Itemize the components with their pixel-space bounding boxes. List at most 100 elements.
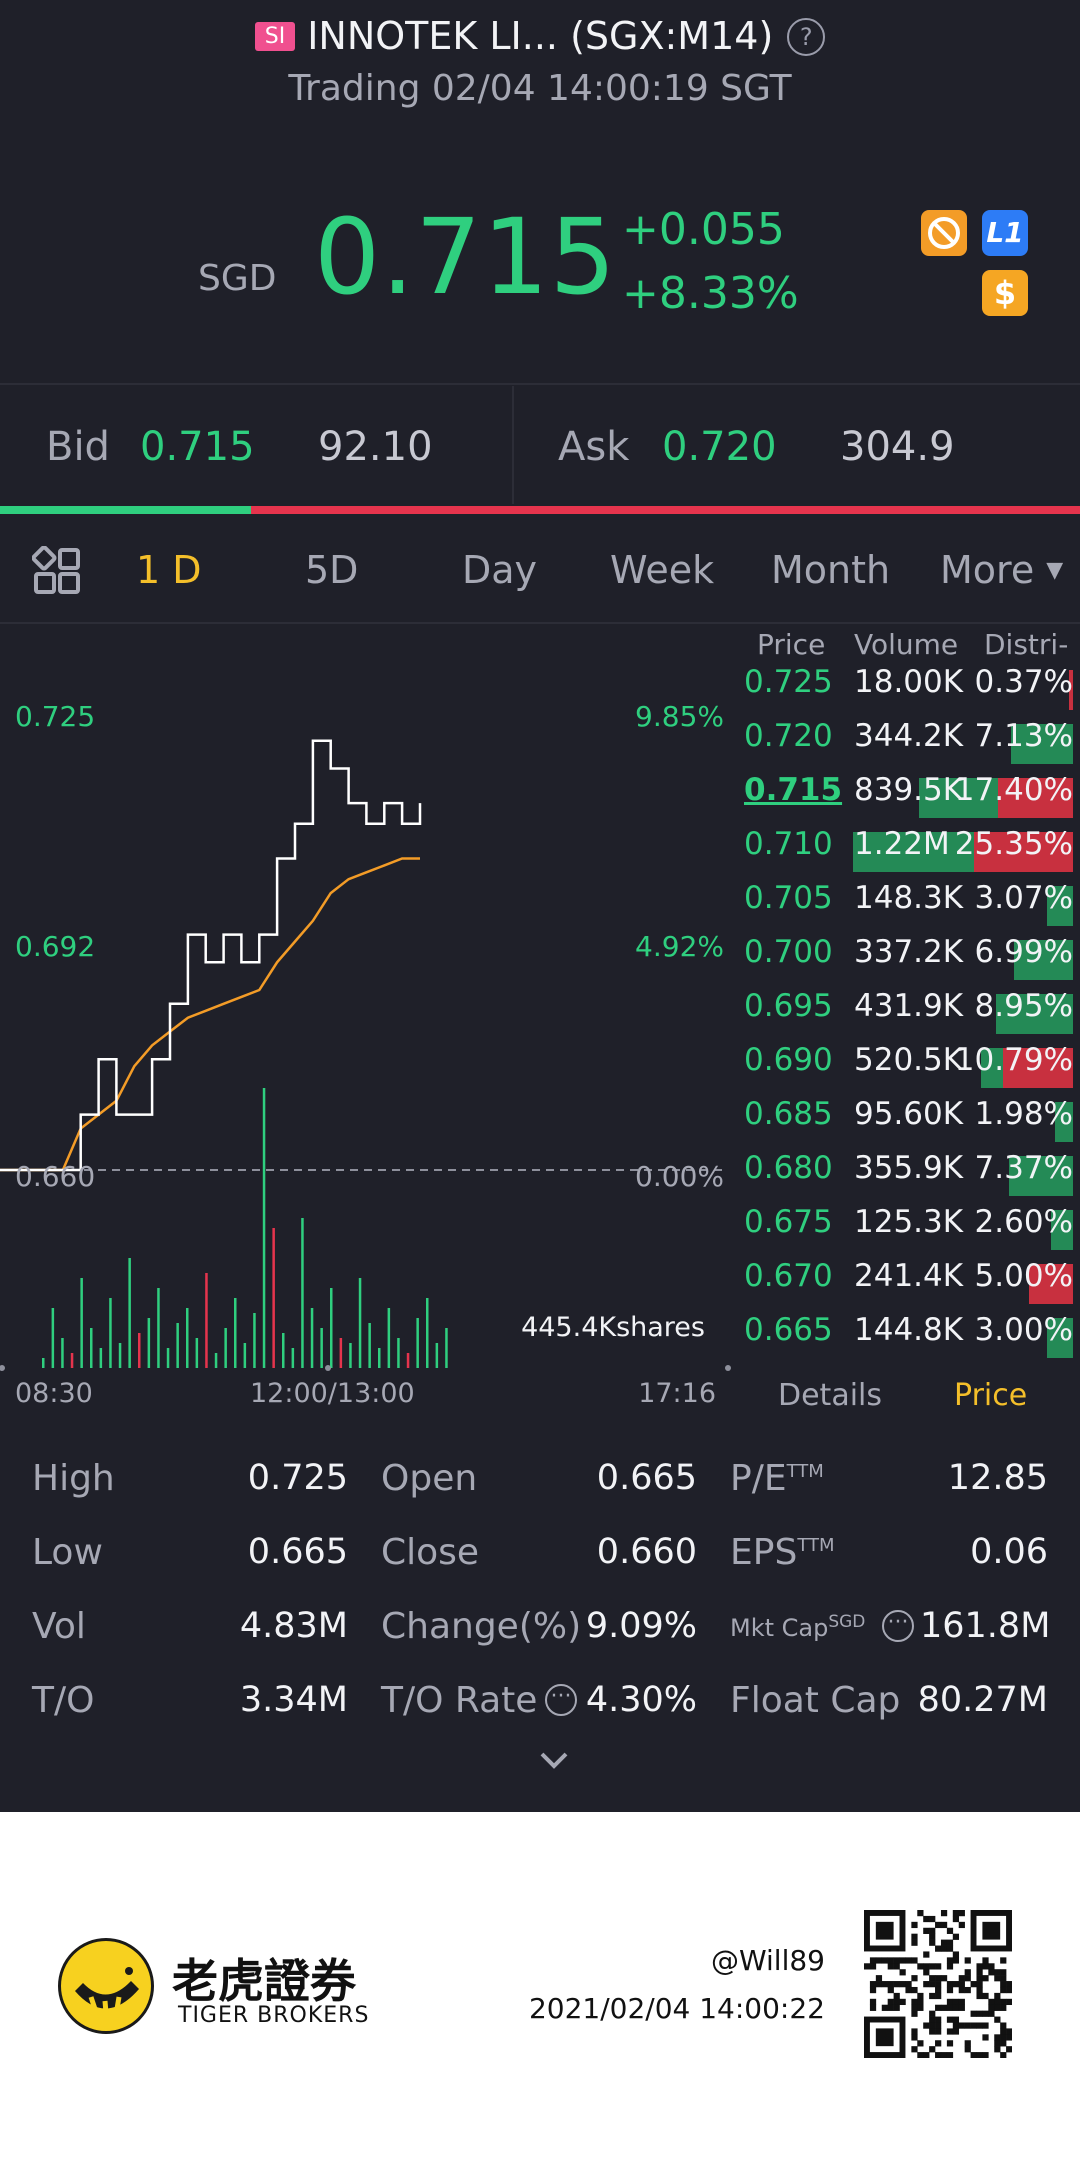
stat-eps-value: 0.06 xyxy=(970,1532,1048,1572)
qr-module xyxy=(929,1963,936,1970)
volume-bar xyxy=(378,1348,381,1368)
orderbook-price: 0.690 xyxy=(744,1042,833,1078)
qr-module xyxy=(917,2004,924,2011)
qr-module xyxy=(911,2010,918,2017)
subtab-price[interactable]: Price xyxy=(954,1378,1028,1413)
qr-module xyxy=(994,1975,1001,1982)
qr-module xyxy=(976,1981,983,1988)
bidask-divider xyxy=(512,386,514,504)
dollar-icon[interactable]: $ xyxy=(982,270,1028,316)
qr-module xyxy=(911,1921,918,1929)
qr-module xyxy=(952,1998,960,2006)
qr-module xyxy=(899,1957,906,1964)
stat-eps-text: EPS xyxy=(730,1532,798,1573)
volume-bar xyxy=(157,1288,160,1368)
market-badge: SI xyxy=(254,22,296,51)
intraday-chart[interactable] xyxy=(0,624,732,1384)
orderbook-distribution: 7.13% xyxy=(974,718,1073,754)
buy-dist-bar xyxy=(1046,1318,1073,1358)
qr-module xyxy=(976,2052,983,2058)
qr-module xyxy=(940,1975,948,1982)
orderbook-row[interactable]: 0.720 344.2K 7.13% xyxy=(0,718,1080,772)
qr-module xyxy=(958,1975,965,1982)
tab-1d[interactable]: 1 D xyxy=(136,548,202,592)
qr-module xyxy=(935,1992,942,2000)
orderbook-row[interactable]: 0.705 148.3K 3.07% xyxy=(0,880,1080,934)
orderbook-volume: 241.4K xyxy=(854,1258,964,1294)
orderbook-row[interactable]: 0.670 241.4K 5.00% xyxy=(0,1258,1080,1312)
qr-module xyxy=(887,1998,894,2006)
volume-bar xyxy=(310,1308,314,1368)
orderbook-distribution: 5.00% xyxy=(974,1258,1073,1294)
orderbook-row[interactable]: 0.685 95.60K 1.98% xyxy=(0,1096,1080,1150)
qr-module xyxy=(923,2022,930,2029)
orderbook-row[interactable]: 0.700 337.2K 6.99% xyxy=(0,934,1080,988)
qr-module xyxy=(1000,2034,1007,2041)
orderbook-row[interactable]: 0.675 125.3K 2.60% xyxy=(0,1204,1080,1258)
volume-bar xyxy=(272,1228,275,1368)
volume-bar xyxy=(445,1328,448,1368)
volume-bar xyxy=(195,1338,199,1368)
tab-more[interactable]: More ▼ xyxy=(940,548,1063,592)
qr-module xyxy=(982,1957,989,1964)
qr-module xyxy=(911,1933,918,1940)
qr-module xyxy=(875,1957,883,1964)
buy-dist-bar xyxy=(1046,886,1073,926)
qr-module xyxy=(869,2004,877,2011)
qr-module xyxy=(929,1933,936,1940)
help-icon[interactable]: ? xyxy=(787,18,826,56)
qr-module xyxy=(976,1992,983,2000)
qr-module xyxy=(935,2022,942,2029)
bid-price[interactable]: 0.715 xyxy=(140,424,255,470)
qr-module xyxy=(935,1981,942,1988)
tab-5d[interactable]: 5D xyxy=(305,548,359,592)
tab-month[interactable]: Month xyxy=(771,548,891,592)
orderbook-row[interactable]: 0.710 1.22M 25.35% xyxy=(0,826,1080,880)
expand-chevron-icon[interactable] xyxy=(536,1748,572,1776)
volume-bar xyxy=(109,1298,112,1368)
orderbook-row[interactable]: 0.665 144.8K 3.00% xyxy=(0,1312,1080,1366)
orderbook-row[interactable]: 0.695 431.9K 8.95% xyxy=(0,988,1080,1042)
ask-price[interactable]: 0.720 xyxy=(662,424,777,470)
stat-pe-label: P/ETTM xyxy=(730,1458,824,1499)
tab-more-label: More xyxy=(940,548,1035,592)
qr-module xyxy=(976,1969,983,1976)
orderbook-price: 0.685 xyxy=(744,1096,833,1132)
qr-module xyxy=(887,1986,894,1994)
orderbook-row[interactable]: 0.725 18.00K 0.37% xyxy=(0,664,1080,718)
pct-axis-mid: 4.92% xyxy=(635,930,724,963)
orderbook-distribution: 2.60% xyxy=(974,1204,1073,1240)
qr-module xyxy=(952,2022,960,2029)
orderbook-header-distribution: Distri- xyxy=(984,628,1069,661)
subtab-details[interactable]: Details xyxy=(778,1378,883,1413)
stat-change-value: 9.09% xyxy=(585,1606,697,1646)
qr-module xyxy=(917,1998,924,2006)
qr-module xyxy=(952,1933,960,1940)
mktcap-info-icon[interactable]: ··· xyxy=(882,1610,914,1642)
layout-grid-icon[interactable] xyxy=(31,545,82,600)
qr-module xyxy=(982,2052,989,2058)
orderbook-row[interactable]: 0.690 520.5K 10.79% xyxy=(0,1042,1080,1096)
y-axis-base: 0.660 xyxy=(15,1160,96,1193)
orderbook-row[interactable]: 0.680 355.9K 7.37% xyxy=(0,1150,1080,1204)
qr-module xyxy=(875,1981,883,1988)
qr-module xyxy=(982,1963,989,1970)
buy-dist-bar xyxy=(919,778,999,818)
level1-icon[interactable]: L1 xyxy=(982,210,1028,256)
qr-module xyxy=(864,1963,871,1970)
page-title[interactable]: SI INNOTEK LI... (SGX:M14)? xyxy=(0,14,1080,58)
volume-bar xyxy=(406,1353,410,1368)
tab-day[interactable]: Day xyxy=(462,548,538,592)
no-shorting-icon[interactable] xyxy=(921,210,967,256)
more-info-icon[interactable]: ··· xyxy=(545,1684,577,1716)
sell-dist-bar xyxy=(1029,1264,1073,1304)
tab-week[interactable]: Week xyxy=(610,548,715,592)
volume-bar xyxy=(243,1343,247,1368)
qr-module xyxy=(935,1921,942,1929)
qr-module xyxy=(976,1963,983,1970)
qr-module xyxy=(929,1939,936,1946)
volume-bar xyxy=(186,1308,189,1368)
qr-module xyxy=(905,1986,912,1994)
qr-module xyxy=(946,2028,954,2035)
orderbook-row[interactable]: 0.715 839.5K 17.40% xyxy=(0,772,1080,826)
